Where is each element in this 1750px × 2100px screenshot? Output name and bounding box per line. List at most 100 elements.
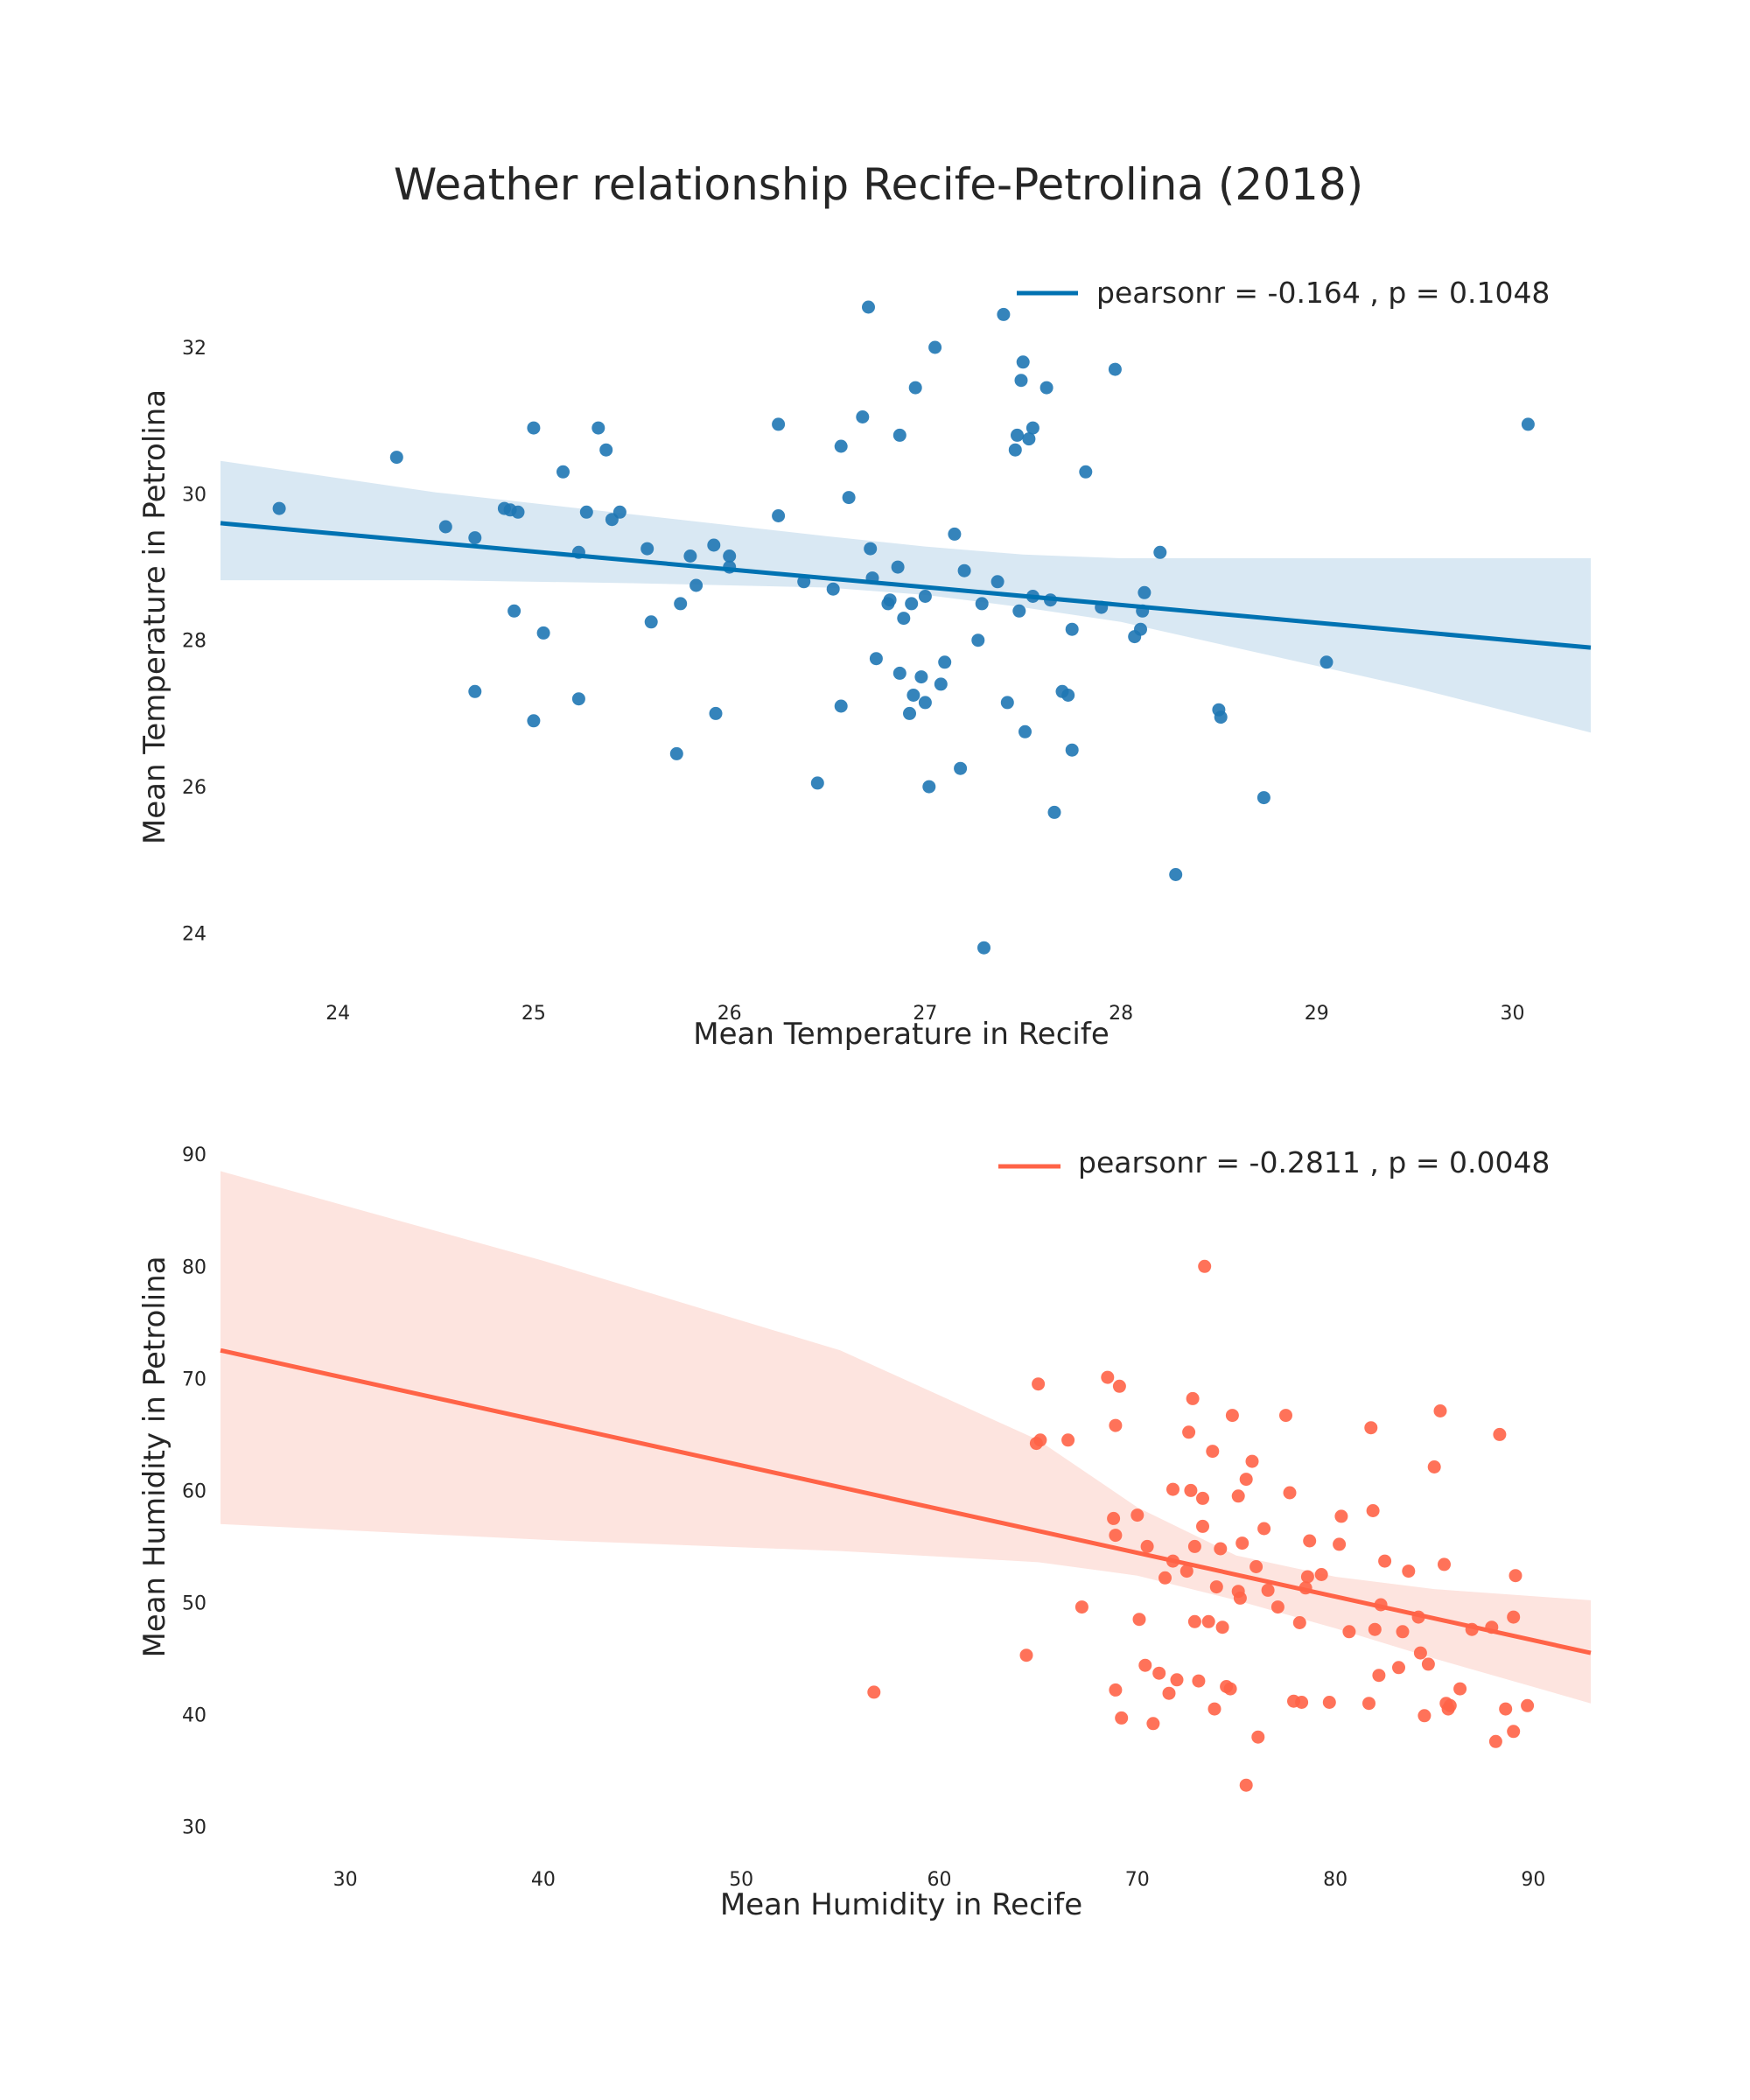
data-point (707, 538, 721, 552)
data-point (772, 417, 786, 431)
data-point (1333, 1537, 1347, 1551)
data-point (1342, 1625, 1356, 1639)
data-point (891, 560, 905, 574)
data-point (1303, 1534, 1317, 1548)
data-point (1196, 1491, 1209, 1505)
x-tick-label: 28 (1109, 1003, 1133, 1025)
data-point (389, 451, 403, 465)
y-tick-label: 28 (182, 631, 206, 653)
data-point (640, 542, 654, 556)
x-axis-label: Mean Temperature in Recife (693, 1017, 1109, 1052)
y-tick-label: 80 (182, 1256, 206, 1278)
data-point (1115, 1711, 1129, 1725)
data-point (1170, 1673, 1184, 1687)
data-point (1245, 1454, 1259, 1468)
data-point (1012, 604, 1026, 618)
data-point (709, 706, 723, 720)
data-point (1019, 1648, 1033, 1662)
data-point (1014, 374, 1028, 388)
data-point (862, 300, 875, 314)
data-point (1392, 1661, 1405, 1675)
data-point (1279, 1409, 1292, 1423)
data-point (997, 307, 1011, 321)
data-point (869, 652, 883, 666)
data-point (1402, 1564, 1416, 1578)
data-point (1320, 655, 1334, 669)
data-point (723, 550, 737, 563)
data-point (1065, 622, 1079, 636)
data-point (1152, 1666, 1166, 1680)
temperature-plot: Mean Temperature in Recife Mean Temperat… (137, 276, 1592, 1052)
data-point (1040, 381, 1054, 395)
y-tick-label: 32 (182, 338, 206, 360)
data-point (918, 696, 932, 710)
data-point (1236, 1536, 1250, 1550)
data-point (1158, 1571, 1172, 1585)
data-point (1033, 1433, 1047, 1447)
data-point (1000, 696, 1014, 710)
humidity-plot: Mean Humidity in Recife Mean Humidity in… (137, 1144, 1592, 1922)
data-point (1418, 1709, 1432, 1723)
data-point (468, 531, 482, 545)
data-point (1209, 1580, 1223, 1594)
data-point (1061, 1433, 1075, 1447)
data-point (1300, 1570, 1314, 1584)
data-point (1184, 1483, 1198, 1497)
data-point (1198, 1259, 1212, 1273)
data-point (272, 501, 286, 515)
data-point (897, 612, 911, 626)
data-point (922, 780, 936, 794)
data-point (508, 604, 522, 618)
data-point (1186, 1391, 1200, 1405)
data-point (1109, 1683, 1123, 1697)
data-point (556, 465, 570, 479)
data-point (1008, 443, 1022, 457)
data-point (1214, 710, 1228, 724)
regression-line (220, 521, 1592, 650)
data-point (954, 761, 968, 775)
x-tick-label: 30 (1501, 1003, 1525, 1025)
data-point (1261, 1583, 1275, 1597)
x-tick-label: 26 (718, 1003, 742, 1025)
data-point (1079, 465, 1093, 479)
data-point (1251, 1730, 1265, 1744)
data-point (1192, 1674, 1206, 1688)
data-point (1493, 1427, 1507, 1441)
data-point (527, 714, 541, 728)
data-point (1138, 585, 1152, 599)
data-point (856, 410, 870, 424)
data-point (977, 941, 990, 955)
data-point (438, 520, 452, 534)
y-tick-label: 26 (182, 777, 206, 799)
data-point (1208, 1702, 1222, 1716)
data-point (1061, 689, 1075, 702)
y-tick-label: 24 (182, 923, 206, 945)
data-point (1187, 1539, 1201, 1553)
data-point (826, 582, 840, 596)
data-point (1215, 1620, 1229, 1634)
data-point (1396, 1625, 1410, 1639)
data-point (1443, 1698, 1457, 1712)
data-point (1166, 1482, 1180, 1496)
y-tick-label: 30 (182, 484, 206, 506)
data-point (1507, 1725, 1521, 1739)
data-point (918, 590, 932, 603)
data-point (1206, 1445, 1220, 1459)
data-point (1256, 791, 1270, 805)
y-axis-label: Mean Temperature in Petrolina (137, 389, 172, 844)
data-point (948, 527, 962, 541)
data-point (1453, 1682, 1467, 1696)
data-point (592, 421, 606, 435)
data-point (1239, 1473, 1253, 1487)
data-point (674, 597, 688, 611)
x-tick-label: 50 (729, 1869, 753, 1891)
data-point (1233, 1591, 1247, 1605)
data-point (1022, 432, 1036, 446)
data-point (1499, 1702, 1513, 1716)
data-point (1169, 868, 1183, 881)
data-point (1366, 1504, 1380, 1517)
data-point (1130, 1508, 1144, 1522)
x-tick-label: 80 (1323, 1869, 1348, 1891)
